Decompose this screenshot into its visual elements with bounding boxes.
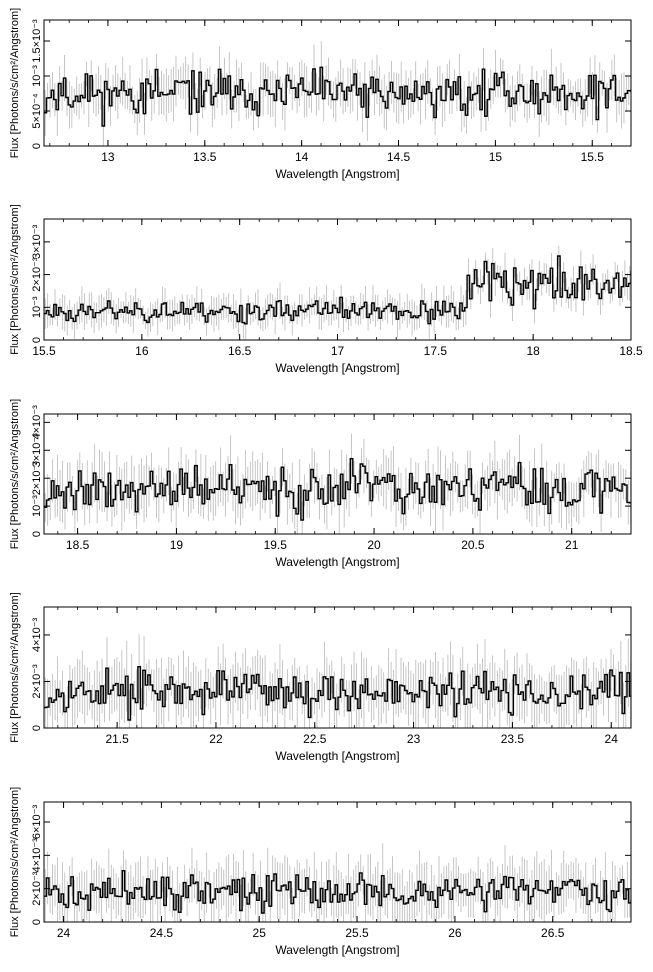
- flux-step-line: [44, 458, 631, 521]
- y-tick-label: 6×10⁻³: [31, 805, 43, 840]
- x-tick-label: 21.5: [105, 732, 129, 746]
- y-tick-label: 0: [31, 143, 43, 149]
- y-tick-label: 4×10⁻³: [31, 838, 43, 873]
- x-tick-label: 25.5: [345, 926, 369, 940]
- x-tick-label: 16.5: [228, 344, 252, 358]
- x-tick-label: 23: [407, 732, 421, 746]
- x-tick-label: 20: [367, 538, 381, 552]
- spectrum-panel-3: 18.5 19 19.5 20 20.5 21 0 10⁻³2×10⁻³3×10⁻³4×10⁻…: [9, 399, 632, 569]
- x-tick-label: 21: [565, 538, 579, 552]
- x-tick-label: 15.5: [32, 344, 56, 358]
- y-tick-label: 0: [31, 531, 43, 537]
- y-tick-label: 10⁻³: [31, 65, 43, 87]
- plot-area: [44, 41, 631, 146]
- spectrum-panel-5: 24 24.5 25 25.5 26 26.5 0 2×10⁻³4×10⁻³6×10⁻³ Wav…: [9, 787, 632, 957]
- plot-frame: [43, 413, 632, 535]
- y-tick-label: 0: [31, 919, 43, 925]
- x-tick-label: 16: [135, 344, 149, 358]
- x-axis-label: Wavelength [Angstrom]: [275, 555, 399, 569]
- plot-area: [44, 634, 631, 728]
- x-axis-label: Wavelength [Angstrom]: [275, 167, 399, 181]
- y-tick-label: 2×10⁻³: [31, 664, 43, 699]
- y-tick-label: 2×10⁻³: [31, 871, 43, 906]
- x-tick-label: 15.5: [581, 150, 605, 164]
- x-tick-label: 23.5: [501, 732, 525, 746]
- x-axis-label: Wavelength [Angstrom]: [275, 749, 399, 763]
- x-tick-label: 19: [170, 538, 184, 552]
- y-tick-label: 2×10⁻³: [31, 257, 43, 292]
- error-bars: [44, 245, 631, 340]
- x-tick-label: 19.5: [264, 538, 288, 552]
- plot-area: [44, 433, 631, 534]
- y-axis-label: Flux [Photons/s/cm²/Angstrom]: [9, 399, 21, 549]
- x-tick-label: 22: [209, 732, 223, 746]
- plot-area: [44, 245, 631, 340]
- y-axis-label: Flux [Photons/s/cm²/Angstrom]: [9, 787, 21, 937]
- x-tick-label: 20.5: [461, 538, 485, 552]
- x-tick-label: 17.5: [424, 344, 448, 358]
- x-tick-label: 24.5: [150, 926, 174, 940]
- x-tick-label: 24: [605, 732, 619, 746]
- x-tick-label: 18.5: [619, 344, 643, 358]
- plot-frame: [43, 606, 632, 729]
- x-tick-label: 14: [295, 150, 309, 164]
- y-tick-label: 0: [31, 337, 43, 343]
- y-tick-label: 2×10⁻³: [31, 461, 43, 496]
- x-tick-label: 22.5: [303, 732, 327, 746]
- y-tick-label: 10⁻³: [31, 296, 43, 318]
- flux-step-line: [44, 870, 631, 914]
- y-axis-label: Flux [Photons/s/cm²/Angstrom]: [9, 204, 21, 354]
- x-tick-label: 13.5: [193, 150, 217, 164]
- spectrum-panel-4: 21.5 22 22.5 23 23.5 24 0 2×10⁻³ 4×10⁻³ Wavelengt…: [9, 592, 632, 763]
- x-tick-label: 24: [57, 926, 71, 940]
- y-tick-label: 1.5×10⁻³: [31, 19, 43, 63]
- y-tick-label: 3×10⁻³: [31, 433, 43, 468]
- x-axis-label: Wavelength [Angstrom]: [275, 361, 399, 375]
- y-tick-label: 5×10⁻⁴: [31, 93, 43, 129]
- x-tick-label: 18.5: [66, 538, 90, 552]
- x-tick-label: 17: [331, 344, 345, 358]
- plot-frame: [43, 19, 632, 147]
- x-tick-label: 25: [253, 926, 267, 940]
- plot-area: [44, 843, 631, 922]
- x-tick-label: 26.5: [541, 926, 565, 940]
- error-bars: [44, 634, 631, 728]
- y-axis-label: Flux [Photons/s/cm²/Angstrom]: [9, 592, 21, 742]
- plot-frame: [43, 801, 632, 923]
- flux-step-line: [44, 66, 631, 127]
- x-axis-label: Wavelength [Angstrom]: [275, 943, 399, 957]
- error-bars: [44, 843, 631, 922]
- y-tick-label: 4×10⁻³: [31, 617, 43, 652]
- y-tick-label: 0: [31, 725, 43, 731]
- y-tick-label: 4×10⁻³: [31, 405, 43, 440]
- x-tick-label: 13: [101, 150, 115, 164]
- spectrum-panel-2: 15.5 16 16.5 17 17.5 18 18.5 0 10⁻³ 2×10⁻³3×10⁻³ W…: [9, 204, 643, 375]
- y-tick-label: 10⁻³: [31, 495, 43, 517]
- x-tick-label: 26: [448, 926, 462, 940]
- flux-step-line: [44, 666, 631, 721]
- flux-step-line: [44, 255, 631, 325]
- spectrum-panel-1: 13 13.5 14 14.5 15 15.5 0 5×10⁻⁴ 10⁻³ 1.5×10⁻³ Wav…: [9, 8, 632, 181]
- y-tick-label: 3×10⁻³: [31, 224, 43, 259]
- y-axis-label: Flux [Photons/s/cm²/Angstrom]: [9, 8, 21, 158]
- x-tick-label: 15: [489, 150, 503, 164]
- x-tick-label: 18: [526, 344, 540, 358]
- x-tick-label: 14.5: [387, 150, 411, 164]
